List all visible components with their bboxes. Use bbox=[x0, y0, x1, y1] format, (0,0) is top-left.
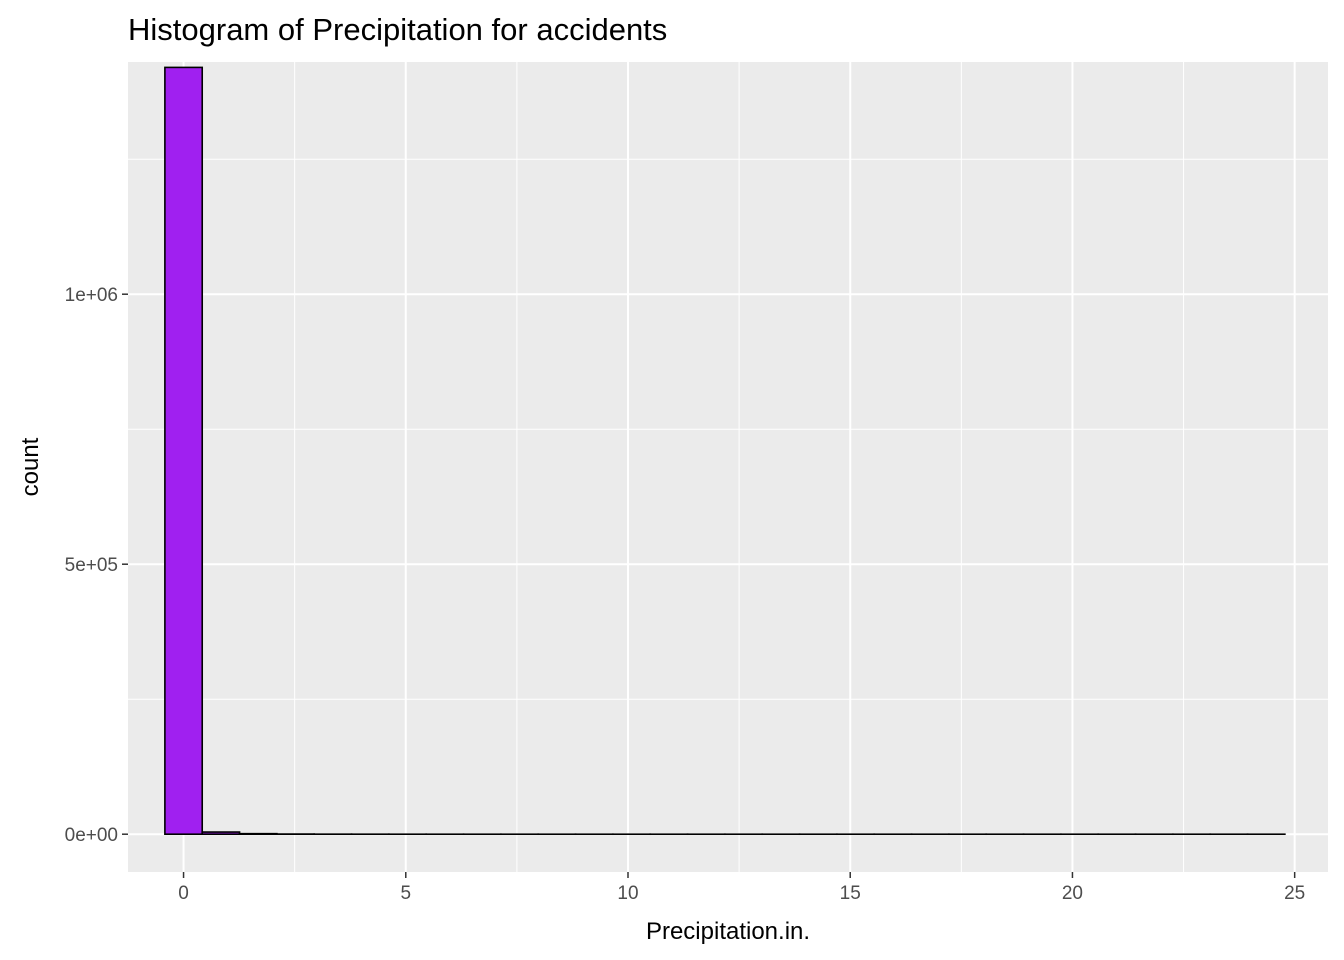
chart-title: Histogram of Precipitation for accidents bbox=[128, 12, 667, 47]
histogram-bars bbox=[164, 66, 1286, 836]
y-tick-label: 5e+05 bbox=[65, 555, 118, 576]
x-tick-label: 25 bbox=[1284, 883, 1305, 904]
y-tick-label: 1e+06 bbox=[65, 285, 118, 306]
y-axis-title: count bbox=[17, 437, 44, 496]
x-tick-label: 15 bbox=[840, 883, 861, 904]
x-tick-label: 5 bbox=[400, 883, 411, 904]
x-tick-label: 0 bbox=[178, 883, 189, 904]
y-tick-label: 0e+00 bbox=[65, 825, 118, 846]
x-axis-title: Precipitation.in. bbox=[646, 918, 810, 945]
plot-panel bbox=[128, 62, 1328, 872]
x-tick-label: 20 bbox=[1062, 883, 1083, 904]
histogram-bar bbox=[201, 831, 241, 835]
histogram-bar bbox=[164, 66, 204, 835]
x-tick-label: 10 bbox=[617, 883, 638, 904]
histogram-bar bbox=[238, 832, 278, 835]
x-axis: 0 5 10 15 20 25 bbox=[178, 872, 1305, 904]
y-axis: 0e+00 5e+05 1e+06 bbox=[65, 285, 128, 846]
grid-lines bbox=[128, 62, 1328, 872]
